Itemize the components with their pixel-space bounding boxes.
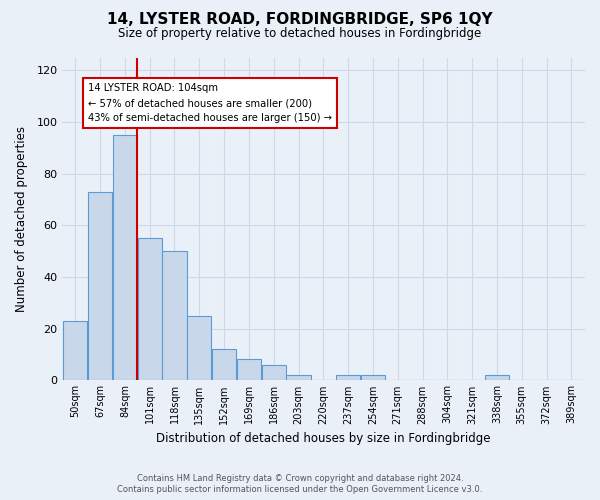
Bar	[237, 360, 261, 380]
Bar	[361, 375, 385, 380]
Text: 14 LYSTER ROAD: 104sqm
← 57% of detached houses are smaller (200)
43% of semi-de: 14 LYSTER ROAD: 104sqm ← 57% of detached…	[88, 84, 332, 123]
X-axis label: Distribution of detached houses by size in Fordingbridge: Distribution of detached houses by size …	[156, 432, 491, 445]
Bar	[137, 238, 162, 380]
Text: 14, LYSTER ROAD, FORDINGBRIDGE, SP6 1QY: 14, LYSTER ROAD, FORDINGBRIDGE, SP6 1QY	[107, 12, 493, 28]
Text: Size of property relative to detached houses in Fordingbridge: Size of property relative to detached ho…	[118, 28, 482, 40]
Bar	[485, 375, 509, 380]
Bar	[163, 251, 187, 380]
Text: Contains HM Land Registry data © Crown copyright and database right 2024.
Contai: Contains HM Land Registry data © Crown c…	[118, 474, 482, 494]
Bar	[262, 364, 286, 380]
Bar	[63, 321, 87, 380]
Bar	[187, 316, 211, 380]
Bar	[88, 192, 112, 380]
Bar	[286, 375, 311, 380]
Bar	[212, 349, 236, 380]
Bar	[336, 375, 360, 380]
Y-axis label: Number of detached properties: Number of detached properties	[15, 126, 28, 312]
Bar	[113, 135, 137, 380]
